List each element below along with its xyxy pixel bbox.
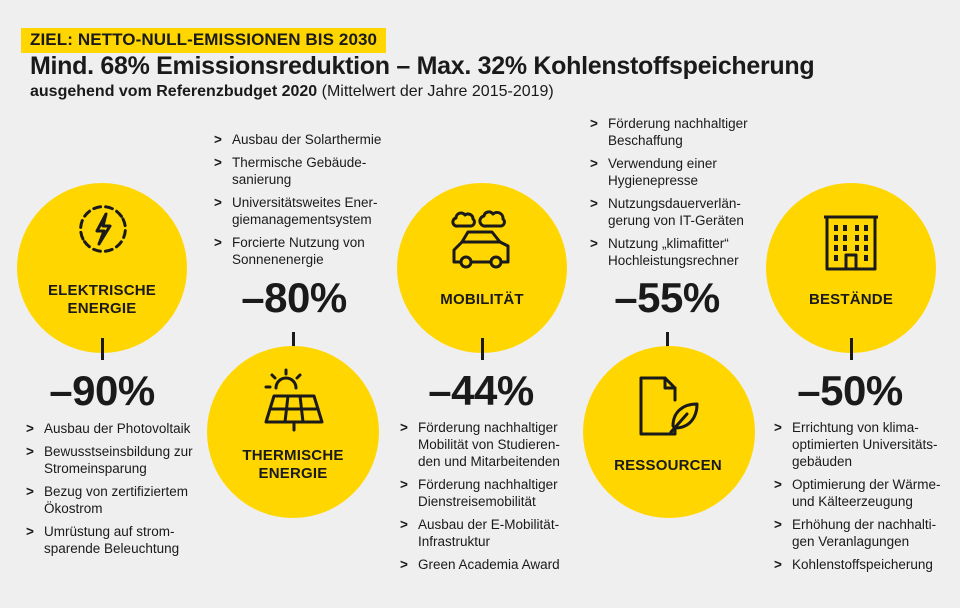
sector-circle (17, 183, 187, 353)
sector-circle (207, 346, 379, 518)
sector-circle (583, 346, 755, 518)
subtitle-rest: (Mittelwert der Jahre 2015-2019) (317, 83, 554, 100)
sector-circle (397, 183, 567, 353)
sector-label: THERMISCHE ENERGIE (203, 447, 383, 483)
sector-label: ELEKTRISCHE ENERGIE (12, 282, 192, 318)
sector-label-line: RESSOURCEN (614, 457, 722, 474)
goal-banner: ZIEL: NETTO-NULL-EMISSIONEN BIS 2030 (21, 28, 387, 53)
reduction-value: –55% (614, 274, 720, 321)
connector-line (101, 338, 104, 360)
measure-item: Optimierung der Wärme-und Kälteerzeugung (772, 476, 952, 510)
measure-item: Umrüstung auf strom-sparende Beleuchtung (24, 523, 214, 557)
sector-label-line: ELEKTRISCHE (47, 282, 157, 299)
measures-list: Ausbau der Photovoltaik Bewusstseinsbild… (24, 420, 214, 563)
measure-item: Kohlenstoffspeicherung (772, 556, 952, 573)
reduction-value: –44% (428, 367, 534, 414)
document-leaf-icon (639, 376, 699, 436)
measure-item: Ausbau der Photovoltaik (24, 420, 214, 437)
car-icon (451, 210, 510, 269)
measures-list: Ausbau der Solarthermie Thermische Gebäu… (212, 131, 402, 274)
measure-item: Erhöhung der nachhalti-gen Veranlagungen (772, 516, 952, 550)
connector-line (481, 338, 484, 360)
sector-label-line: MOBILITÄT (440, 291, 524, 308)
measures-list: Errichtung von klima-optimierten Univers… (772, 419, 952, 579)
sector-label: MOBILITÄT (392, 291, 572, 309)
reduction-value: –90% (49, 367, 155, 414)
measure-item: Universitätsweites Ener-giemanagementsys… (212, 194, 402, 228)
subtitle-bold: ausgehend vom Referenzbudget 2020 (30, 83, 318, 100)
measure-item: Nutzungsdauerverlän-gerung von IT-Geräte… (588, 195, 778, 229)
connector-line (292, 332, 295, 354)
solar-panel-sun-icon (264, 368, 324, 432)
reduction-value: –50% (797, 367, 903, 414)
measure-item: Thermische Gebäude-sanierung (212, 154, 402, 188)
page-subtitle: ausgehend vom Referenzbudget 2020 (Mitte… (30, 83, 554, 101)
sector-label-line: ENERGIE (67, 300, 137, 317)
page-title: Mind. 68% Emissionsreduktion – Max. 32% … (30, 52, 815, 80)
sector-label: RESSOURCEN (578, 457, 758, 475)
measure-item: Förderung nachhaltigerDienstreisemobilit… (398, 476, 588, 510)
measure-item: Ausbau der Solarthermie (212, 131, 402, 148)
measure-item: Green Academia Award (398, 556, 588, 573)
measure-item: Ausbau der E-Mobilität-Infrastruktur (398, 516, 588, 550)
sector-label-line: ENERGIE (258, 465, 328, 482)
measure-item: Nutzung „klimafitter“Hochleistungsrechne… (588, 235, 778, 269)
connector-line (850, 338, 853, 360)
reduction-value: –80% (241, 274, 347, 321)
sector-label-line: THERMISCHE (242, 447, 344, 464)
measure-item: Errichtung von klima-optimierten Univers… (772, 419, 952, 470)
building-icon (824, 215, 878, 271)
sector-label-line: BESTÄNDE (808, 291, 894, 308)
lightning-bolt-icon (79, 205, 127, 253)
connector-line (666, 332, 669, 354)
sector-label: BESTÄNDE (761, 291, 941, 309)
